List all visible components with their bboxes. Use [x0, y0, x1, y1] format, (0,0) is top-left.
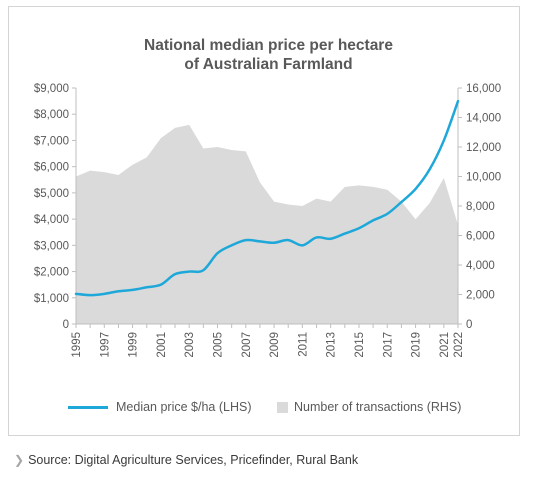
x-tick-label: 2009 [269, 332, 281, 358]
y-right-tick-label: 14,000 [466, 113, 501, 125]
legend-label-median-price: Median price $/ha (LHS) [116, 400, 252, 414]
x-tick-label: 2017 [382, 332, 394, 358]
legend-item-median-price: Median price $/ha (LHS) [68, 400, 251, 414]
source-note: ❯ Source: Digital Agriculture Services, … [14, 453, 358, 467]
y-left-tick-label: $3,000 [34, 240, 69, 252]
legend-label-transactions: Number of transactions (RHS) [294, 400, 462, 414]
y-left-tick-label: $8,000 [34, 109, 69, 121]
x-tick-label: 2015 [354, 332, 366, 358]
chevron-right-icon: ❯ [14, 453, 25, 467]
y-left-tick-label: $4,000 [34, 214, 69, 226]
legend-line-swatch [68, 405, 108, 409]
y-left-tick-label: $5,000 [34, 188, 69, 200]
y-left-tick-label: $6,000 [34, 162, 69, 174]
y-left-tick-label: 0 [63, 319, 69, 331]
legend-area-swatch [277, 401, 288, 413]
y-left-tick-label: $7,000 [34, 135, 69, 147]
x-tick-label: 2005 [212, 332, 224, 358]
chart-title: National median price per hectare [144, 37, 393, 54]
x-tick-label: 2021 [439, 332, 451, 358]
y-right-tick-label: 8,000 [466, 201, 495, 213]
x-tick-label: 2019 [411, 332, 423, 358]
chart-subtitle: of Australian Farmland [184, 56, 353, 73]
y-left-tick-label: $1,000 [34, 293, 69, 305]
y-right-tick-label: 10,000 [466, 172, 501, 184]
y-left-tick-label: $9,000 [34, 83, 69, 95]
x-tick-label: 2022 [453, 332, 465, 358]
transactions-area [76, 124, 458, 324]
chart-plot: 0 $1,000 $2,000 $3,000 $4,000 $5,000 $6,000 $7,… [34, 83, 501, 358]
x-tick-label: 1999 [128, 332, 140, 358]
y-left-tick-label: $2,000 [34, 267, 69, 279]
x-tick-label: 2001 [156, 332, 168, 358]
x-tick-label: 2007 [241, 332, 253, 358]
median-price-line [74, 99, 460, 297]
y-right-tick-label: 16,000 [466, 83, 501, 95]
x-tick-label: 1995 [71, 332, 83, 358]
y-right-tick-label: 0 [466, 319, 472, 331]
y-right-tick-label: 4,000 [466, 260, 495, 272]
x-tick-label: 2013 [326, 332, 338, 358]
x-tick-label: 1997 [99, 332, 111, 358]
y-right-tick-label: 6,000 [466, 231, 495, 243]
y-right-tick-label: 2,000 [466, 290, 495, 302]
x-tick-label: 2003 [184, 332, 196, 358]
source-text: Source: Digital Agriculture Services, Pr… [28, 453, 359, 467]
y-right-tick-label: 12,000 [466, 142, 501, 154]
x-tick-label: 2011 [297, 332, 309, 357]
legend-item-transactions: Number of transactions (RHS) [277, 400, 461, 414]
